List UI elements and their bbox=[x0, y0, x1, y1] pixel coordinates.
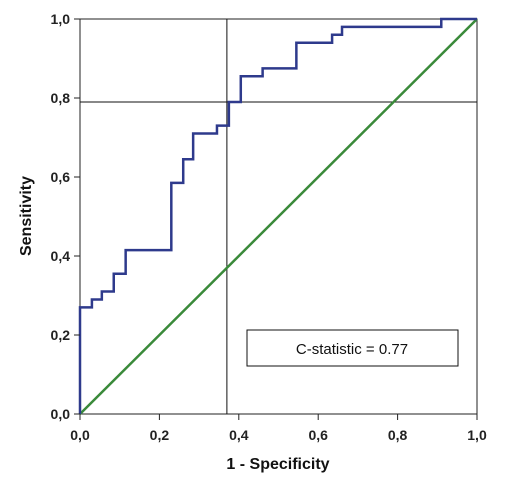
roc-curve-line bbox=[78, 17, 477, 414]
c-statistic-label: C-statistic = 0.77 bbox=[296, 341, 408, 358]
y-tick-label: 0,0 bbox=[51, 406, 71, 422]
y-tick-label: 0,4 bbox=[51, 248, 71, 264]
x-tick-label: 1,0 bbox=[467, 427, 487, 443]
y-axis-ticks: 0,0 0,2 0,4 0,6 0,8 1,0 bbox=[51, 11, 80, 422]
y-axis-title: Sensitivity bbox=[18, 176, 35, 256]
c-statistic-box: C-statistic = 0.77 bbox=[246, 329, 459, 367]
reference-diagonal-line bbox=[79, 18, 478, 415]
x-tick-label: 0,0 bbox=[70, 427, 90, 443]
x-tick-label: 0,6 bbox=[308, 427, 328, 443]
y-tick-label: 1,0 bbox=[51, 11, 71, 27]
x-tick-label: 0,8 bbox=[388, 427, 408, 443]
y-tick-label: 0,2 bbox=[51, 327, 71, 343]
y-tick-label: 0,6 bbox=[51, 169, 71, 185]
x-tick-label: 0,4 bbox=[229, 427, 249, 443]
y-tick-label: 0,8 bbox=[51, 90, 71, 106]
plot-frame bbox=[79, 18, 478, 415]
x-tick-label: 0,2 bbox=[150, 427, 170, 443]
x-axis-ticks: 0,0 0,2 0,4 0,6 0,8 1,0 bbox=[70, 414, 487, 443]
x-axis-title: 1 - Specificity bbox=[226, 456, 329, 473]
